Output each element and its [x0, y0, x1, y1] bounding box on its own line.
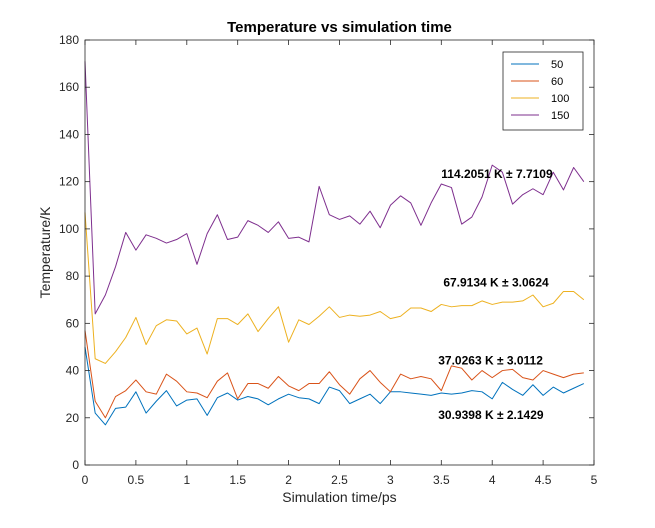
annotation-label: 37.0263 K ± 3.0112	[438, 354, 543, 368]
series-line-50	[84, 346, 585, 426]
annotation-layer: 114.2051 K ± 7.7109 67.9134 K ± 3.0624 37.…	[438, 167, 553, 422]
y-tick-label: 80	[66, 269, 80, 283]
y-tick-label: 180	[59, 33, 79, 47]
series-layer	[84, 61, 585, 426]
axes-layer: 0 0.5 1 1.5 2 2.5 3 3.5 4 4.5 50204060801001201401…	[59, 33, 598, 487]
x-tick-label: 1	[183, 473, 190, 487]
annotation-label: 67.9134 K ± 3.0624	[443, 276, 549, 290]
series-line-150	[84, 61, 585, 315]
x-tick-label: 1.5	[229, 473, 246, 487]
x-tick-label: 2.5	[331, 473, 348, 487]
legend-box	[502, 51, 584, 131]
y-tick-label: 0	[72, 458, 79, 472]
legend-label-60: 60	[551, 76, 563, 88]
chart-title: Temperature vs simulation time	[227, 19, 452, 36]
series-line-100	[84, 212, 585, 364]
y-tick-label: 60	[66, 316, 80, 330]
x-tick-label: 4.5	[535, 473, 552, 487]
y-tick-label: 40	[66, 364, 80, 378]
legend-label-150: 150	[551, 110, 569, 122]
annotation-label: 30.9398 K ± 2.1429	[438, 408, 544, 422]
legend: 50 60 100 150	[502, 51, 584, 131]
x-tick-label: 2	[285, 473, 292, 487]
x-tick-label: 0.5	[128, 473, 145, 487]
y-tick-label: 20	[66, 411, 80, 425]
x-axis-label: Simulation time/ps	[282, 489, 396, 505]
x-tick-label: 3.5	[433, 473, 450, 487]
x-tick-label: 4	[489, 473, 496, 487]
y-tick-label: 140	[59, 127, 79, 141]
x-tick-label: 3	[387, 473, 394, 487]
y-axis-label: Temperature/K	[37, 206, 53, 298]
series-line-60	[84, 330, 584, 419]
y-tick-label: 120	[59, 175, 79, 189]
legend-label-100: 100	[551, 93, 569, 105]
legend-label-50: 50	[551, 59, 563, 71]
y-tick-label: 160	[59, 80, 79, 94]
y-tick-label: 100	[59, 222, 79, 236]
x-tick-label: 5	[591, 473, 598, 487]
x-tick-label: 0	[82, 473, 89, 487]
annotation-label: 114.2051 K ± 7.7109	[441, 167, 553, 181]
